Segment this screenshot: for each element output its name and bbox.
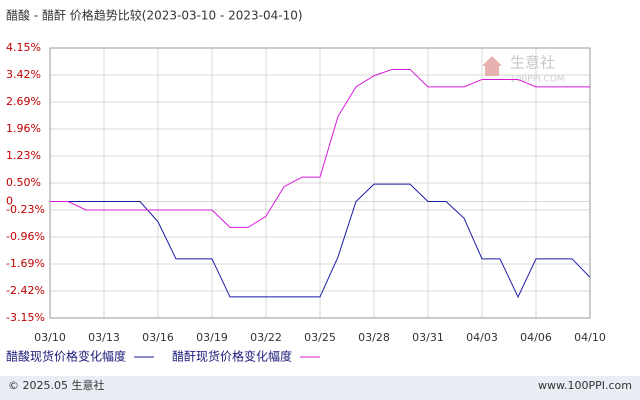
x-tick-label: 04/10 [574, 331, 606, 344]
y-tick-label: -0.96% [6, 230, 45, 243]
footer-bar [0, 376, 640, 400]
y-tick-label: 1.96% [6, 122, 41, 135]
y-tick-label: 0 [6, 194, 13, 207]
chart-title: 醋酸 - 醋酐 价格趋势比较(2023-03-10 - 2023-04-10) [6, 8, 303, 23]
plot-frame [49, 47, 591, 319]
y-tick-label: 2.69% [6, 95, 41, 108]
y-tick-label: 0.50% [6, 176, 41, 189]
watermark: 生意社 100PPI.COM [482, 54, 565, 85]
watermark-icon [482, 56, 502, 76]
x-tick-label: 03/10 [34, 331, 66, 344]
y-tick-label: -0.23% [6, 203, 45, 216]
x-tick-label: 03/13 [88, 331, 120, 344]
y-tick-label: -1.69% [6, 257, 45, 270]
x-tick-label: 03/22 [250, 331, 282, 344]
x-tick-label: 03/19 [196, 331, 228, 344]
x-tick-label: 03/16 [142, 331, 174, 344]
series-line [50, 68, 590, 228]
x-tick-label: 04/06 [520, 331, 552, 344]
y-tick-label: 3.42% [6, 68, 41, 81]
footer-left: © 2025.05 生意社 [8, 378, 104, 392]
x-tick-label: 03/28 [358, 331, 390, 344]
watermark-text: 生意社 [510, 54, 555, 72]
watermark-url: 100PPI.COM [510, 75, 565, 85]
footer-right: www.100PPI.com [538, 379, 632, 392]
y-tick-label: -3.15% [6, 311, 45, 324]
series-line [50, 183, 591, 299]
x-tick-label: 03/31 [412, 331, 444, 344]
legend-label: 醋酸现货价格变化幅度 [6, 349, 126, 364]
y-tick-label: 4.15% [6, 41, 41, 54]
legend-label: 醋酐现货价格变化幅度 [172, 349, 292, 364]
x-tick-label: 03/25 [304, 331, 336, 344]
y-tick-label: -2.42% [6, 284, 45, 297]
x-tick-label: 04/03 [466, 331, 498, 344]
y-tick-label: 1.23% [6, 149, 41, 162]
